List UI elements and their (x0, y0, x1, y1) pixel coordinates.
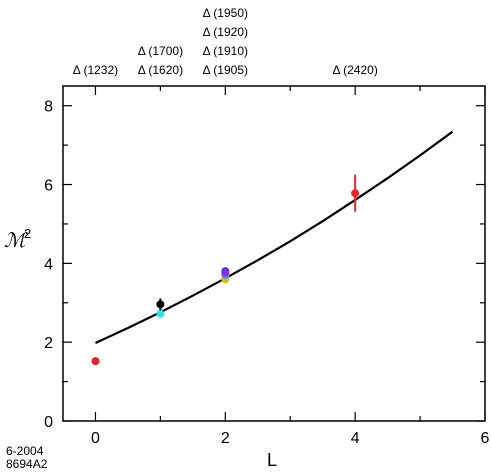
y-tick-label: 0 (44, 414, 53, 431)
data-point (351, 189, 360, 198)
fit-curve-layer (95, 130, 454, 344)
plot-axes: 0 2 4 6 0 2 4 6 8 (44, 85, 490, 447)
y-tick-label: 2 (44, 335, 53, 352)
state-label: Δ (1620) (138, 63, 183, 77)
x-tick-label: 6 (481, 430, 490, 447)
state-label: Δ (1905) (203, 63, 248, 77)
state-label: Δ (2420) (332, 63, 377, 77)
x-axis-label: L (267, 450, 277, 470)
state-label: Δ (1700) (138, 44, 183, 58)
state-label: Δ (1232) (73, 63, 118, 77)
y-tick-label: 4 (44, 256, 53, 273)
y-axis-label: ℳ (4, 228, 28, 252)
data-point (156, 300, 165, 309)
data-point (221, 268, 230, 277)
figure-date-note: 6-2004 (6, 444, 44, 458)
y-axis-label-superscript: 2 (24, 226, 31, 241)
x-tick-label: 0 (91, 430, 100, 447)
x-tick-label: 2 (221, 430, 230, 447)
state-label: Δ (1950) (203, 6, 248, 20)
y-tick-label: 8 (44, 99, 53, 116)
plot-frame (62, 85, 486, 422)
x-tick-label: 4 (351, 430, 360, 447)
data-point (91, 357, 100, 366)
state-labels-layer: Δ (1232) Δ (1700) Δ (1620) Δ (1950) Δ (1920)… (73, 6, 378, 77)
figure-id-note: 8694A2 (6, 457, 48, 471)
state-label: Δ (1910) (203, 44, 248, 58)
y-tick-label: 6 (44, 178, 53, 195)
data-points-layer (91, 174, 360, 366)
fit-curve (95, 130, 454, 344)
state-label: Δ (1920) (203, 25, 248, 39)
data-point (156, 309, 165, 318)
